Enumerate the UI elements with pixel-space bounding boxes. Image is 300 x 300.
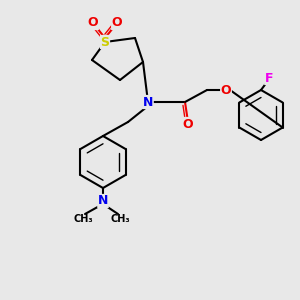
Text: F: F [265, 71, 273, 85]
Text: O: O [221, 83, 231, 97]
Text: O: O [88, 16, 98, 29]
Text: O: O [183, 118, 193, 130]
Text: N: N [143, 95, 153, 109]
Text: S: S [100, 35, 109, 49]
Text: CH₃: CH₃ [73, 214, 93, 224]
Text: N: N [98, 194, 108, 208]
Text: O: O [112, 16, 122, 29]
Text: CH₃: CH₃ [110, 214, 130, 224]
